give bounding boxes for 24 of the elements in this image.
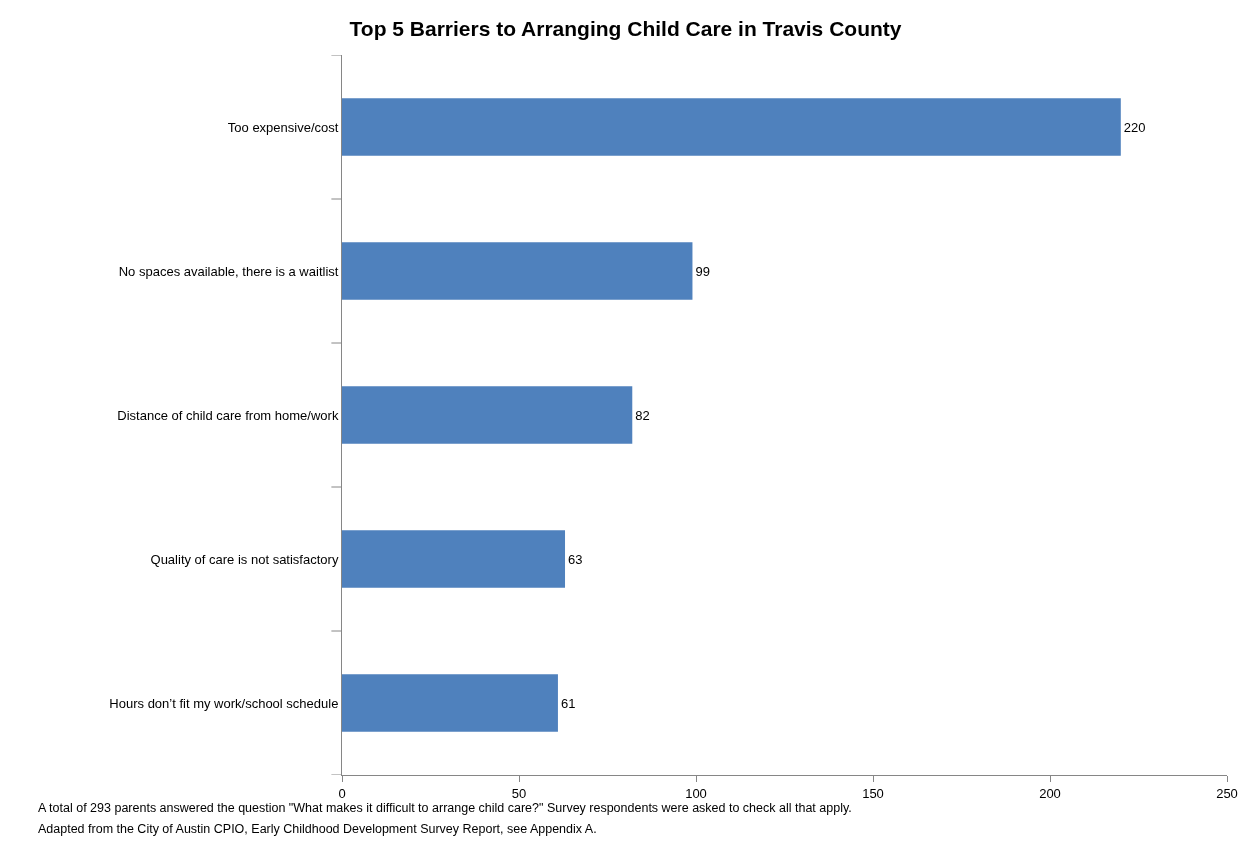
- chart-title: Top 5 Barriers to Arranging Child Care in Travis County: [349, 17, 902, 41]
- data-label: 61: [560, 695, 576, 711]
- data-label: 82: [635, 407, 650, 423]
- data-label: 63: [568, 551, 583, 567]
- bar: [342, 530, 566, 588]
- text: A total of 293 parents answered the question "What makes it difficult to arrange child care?" Survey respondents were asked to check all that apply.: [38, 801, 852, 815]
- x-tick-label: 0: [338, 785, 346, 801]
- bar: [342, 386, 633, 444]
- data-label: 220: [1123, 119, 1146, 135]
- x-tick-label: 50: [511, 785, 527, 801]
- x-tick-label: 150: [862, 785, 884, 801]
- y-tick-label: Hours don’t fit my work/school schedule: [109, 695, 339, 711]
- text: Adapted from the City of Austin CPIO, Early Childhood Development Survey Report, see Appendix A.: [38, 822, 597, 836]
- x-tick-label: 100: [685, 785, 707, 801]
- bar: [342, 674, 558, 732]
- y-tick-label: Distance of child care from home/work: [117, 407, 339, 423]
- x-tick-label: 250: [1216, 785, 1238, 801]
- y-tick-label: Quality of care is not satisfactory: [150, 551, 339, 567]
- y-tick-label: No spaces available, there is a waitlist: [118, 263, 339, 279]
- bar: [342, 242, 693, 300]
- data-label: 99: [695, 263, 710, 279]
- y-tick-label: Too expensive/cost: [227, 119, 339, 135]
- x-tick-label: 200: [1039, 785, 1061, 801]
- bar: [342, 98, 1121, 156]
